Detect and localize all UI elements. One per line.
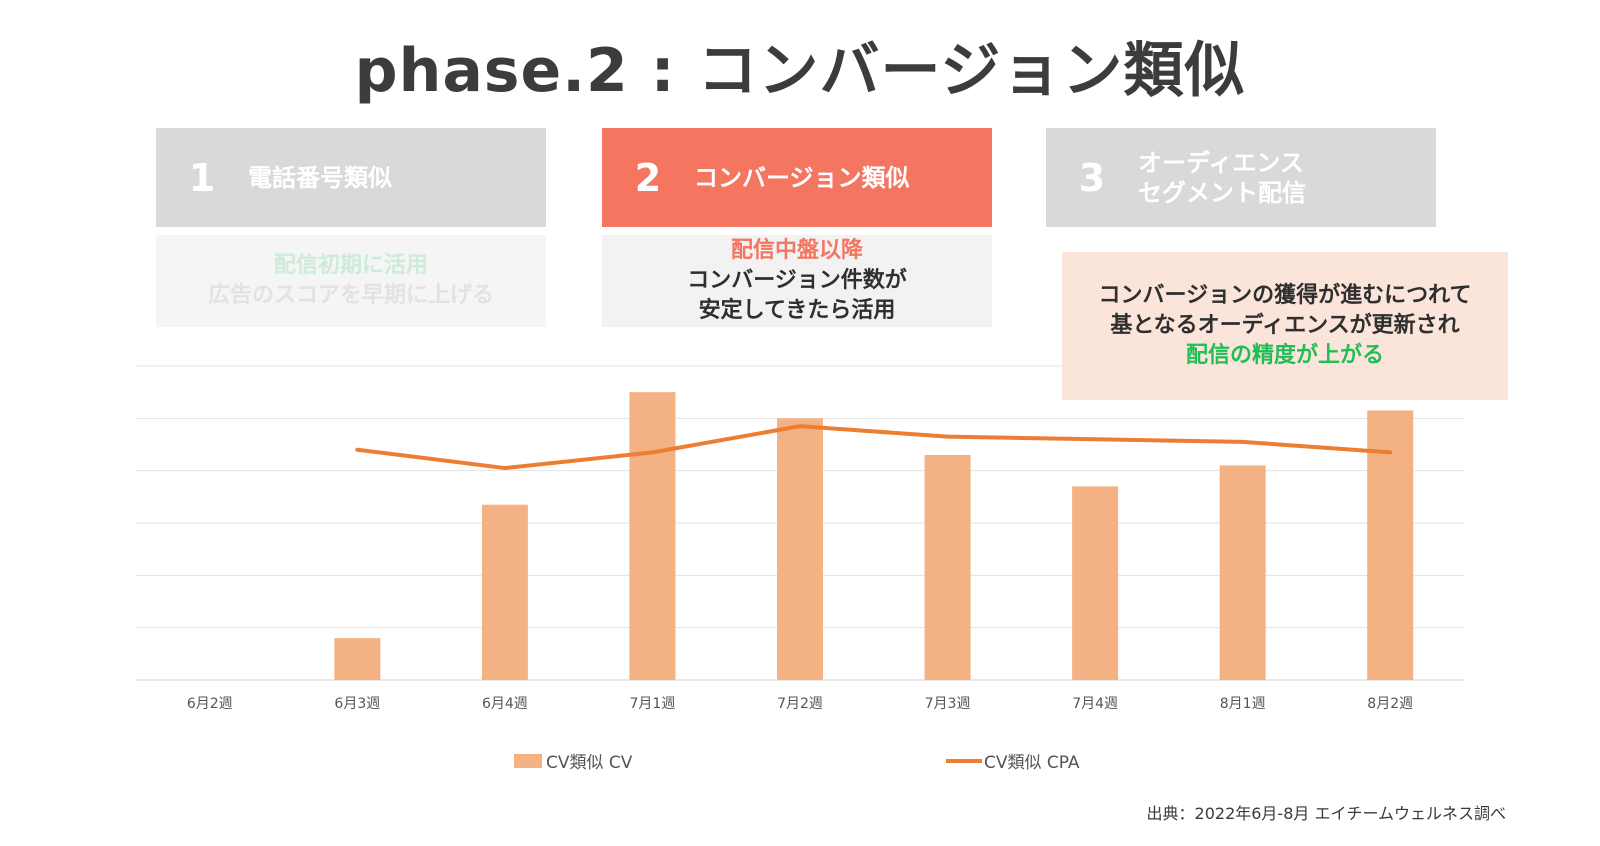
legend-cpa: CV類似 CPA: [946, 748, 1080, 773]
callout-box: コンバージョンの獲得が進むにつれて 基となるオーディエンスが更新され 配信の精度…: [1062, 252, 1508, 400]
legend-label: CV類似 CV: [546, 753, 633, 773]
step-3-box: 3 オーディエンス セグメント配信: [1046, 128, 1436, 227]
step-label: コンバージョン類似: [694, 163, 910, 192]
line-cpa: [355, 424, 1393, 471]
bar-cv: [1367, 410, 1414, 680]
description-heading: 配信中盤以降: [730, 238, 863, 263]
step-number: 2: [634, 155, 662, 200]
x-tick-label: 7月1週: [630, 696, 676, 712]
x-tick-label: 6月4週: [482, 696, 528, 712]
x-tick-label: 7月4週: [1072, 696, 1118, 712]
step-number: 1: [188, 155, 216, 200]
description-text: 安定してきたら活用: [698, 298, 896, 323]
x-tick-label: 6月2週: [187, 696, 233, 712]
bar-cv: [777, 418, 823, 680]
callout-highlight: 配信の精度が上がる: [1185, 343, 1384, 368]
step-number: 3: [1078, 155, 1106, 200]
description-text: 広告のスコアを早期に上げる: [207, 283, 494, 308]
x-tick-label: 8月2週: [1367, 696, 1413, 712]
legend-label: CV類似 CPA: [984, 753, 1080, 773]
step-label: オーディエンス セグメント配信: [1138, 148, 1306, 208]
bar-cv: [334, 638, 381, 680]
x-tick-label: 8月1週: [1220, 696, 1266, 712]
step-1-box: 1 電話番号類似: [156, 128, 546, 227]
step-1-description: 配信初期に活用 広告のスコアを早期に上げる: [156, 235, 546, 327]
legend-line-swatch: [946, 758, 982, 763]
description-text: コンバージョン件数が: [687, 268, 907, 293]
bar-cv: [924, 454, 971, 680]
step-label: 電話番号類似: [248, 163, 392, 192]
bar-cv: [1219, 465, 1266, 680]
step-label-line: オーディエンス: [1138, 148, 1304, 177]
callout-line: 基となるオーディエンスが更新され: [1110, 313, 1460, 338]
x-tick-label: 7月3週: [925, 696, 971, 712]
step-2-description: 配信中盤以降 コンバージョン件数が 安定してきたら活用: [602, 235, 992, 327]
step-2-box: 2 コンバージョン類似: [602, 128, 992, 227]
callout-line: コンバージョンの獲得が進むにつれて: [1098, 283, 1472, 308]
description-heading: 配信初期に活用: [273, 253, 428, 278]
bar-cv: [629, 392, 676, 680]
x-tick-label: 6月3週: [334, 696, 380, 712]
legend-bar-swatch: [514, 753, 542, 768]
x-tick-label: 7月2週: [777, 696, 823, 712]
page-title: phase.2 : コンバージョン類似: [354, 36, 1246, 106]
bar-cv: [1072, 486, 1119, 680]
step-label-line: セグメント配信: [1138, 178, 1306, 207]
bar-cv: [481, 504, 528, 680]
legend-cv: CV類似 CV: [514, 748, 632, 773]
source-note: 出典：2022年6月-8月 エイチームウェルネス調べ: [1146, 804, 1506, 823]
